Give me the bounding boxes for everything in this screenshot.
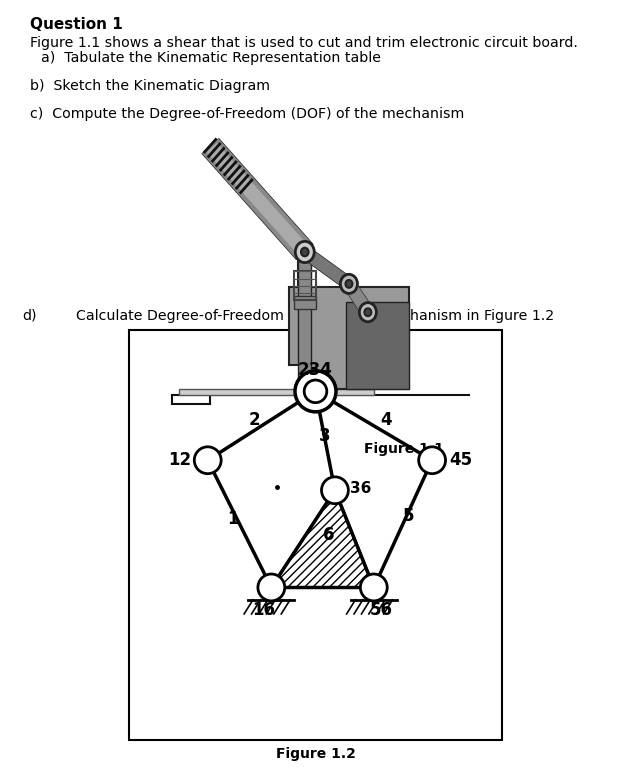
Text: c)  Compute the Degree-of-Freedom (DOF) of the mechanism: c) Compute the Degree-of-Freedom (DOF) o…: [30, 107, 464, 120]
Circle shape: [258, 574, 285, 601]
FancyBboxPatch shape: [129, 330, 502, 740]
Circle shape: [360, 574, 387, 601]
Text: Question 1: Question 1: [30, 17, 123, 32]
Polygon shape: [298, 252, 311, 389]
Text: Calculate Degree-of-Freedom (DOF) of the mechanism in Figure 1.2: Calculate Degree-of-Freedom (DOF) of the…: [76, 309, 554, 323]
Circle shape: [360, 303, 377, 322]
Polygon shape: [289, 252, 409, 389]
Circle shape: [365, 308, 372, 316]
Text: 56: 56: [370, 601, 393, 619]
Text: b)  Sketch the Kinematic Diagram: b) Sketch the Kinematic Diagram: [30, 79, 270, 93]
Polygon shape: [346, 302, 409, 389]
Text: Figure 1.2: Figure 1.2: [276, 747, 355, 761]
Text: 36: 36: [350, 481, 372, 496]
Text: 16: 16: [252, 601, 275, 619]
Circle shape: [301, 248, 309, 256]
Text: 12: 12: [168, 452, 191, 469]
Text: a)  Tabulate the Kinematic Representation table: a) Tabulate the Kinematic Representation…: [41, 51, 381, 65]
Circle shape: [419, 447, 445, 474]
Circle shape: [295, 371, 336, 411]
Text: 45: 45: [449, 452, 472, 469]
Text: Figure 1.1: Figure 1.1: [364, 442, 444, 456]
Text: d): d): [22, 309, 37, 323]
Text: 6: 6: [323, 527, 334, 544]
Text: 3: 3: [319, 427, 330, 445]
Text: 1: 1: [227, 510, 239, 527]
Circle shape: [295, 242, 314, 262]
Circle shape: [322, 477, 348, 503]
Text: 4: 4: [380, 411, 392, 428]
Text: 2: 2: [249, 411, 261, 429]
Text: Figure 1.1 shows a shear that is used to cut and trim electronic circuit board.: Figure 1.1 shows a shear that is used to…: [30, 36, 578, 49]
Circle shape: [341, 274, 357, 293]
Text: 5: 5: [403, 506, 414, 525]
Circle shape: [346, 280, 352, 288]
FancyBboxPatch shape: [294, 296, 316, 309]
Text: 234: 234: [298, 361, 333, 379]
Circle shape: [304, 380, 327, 403]
FancyBboxPatch shape: [179, 389, 374, 395]
Polygon shape: [271, 490, 374, 587]
Circle shape: [194, 447, 221, 474]
